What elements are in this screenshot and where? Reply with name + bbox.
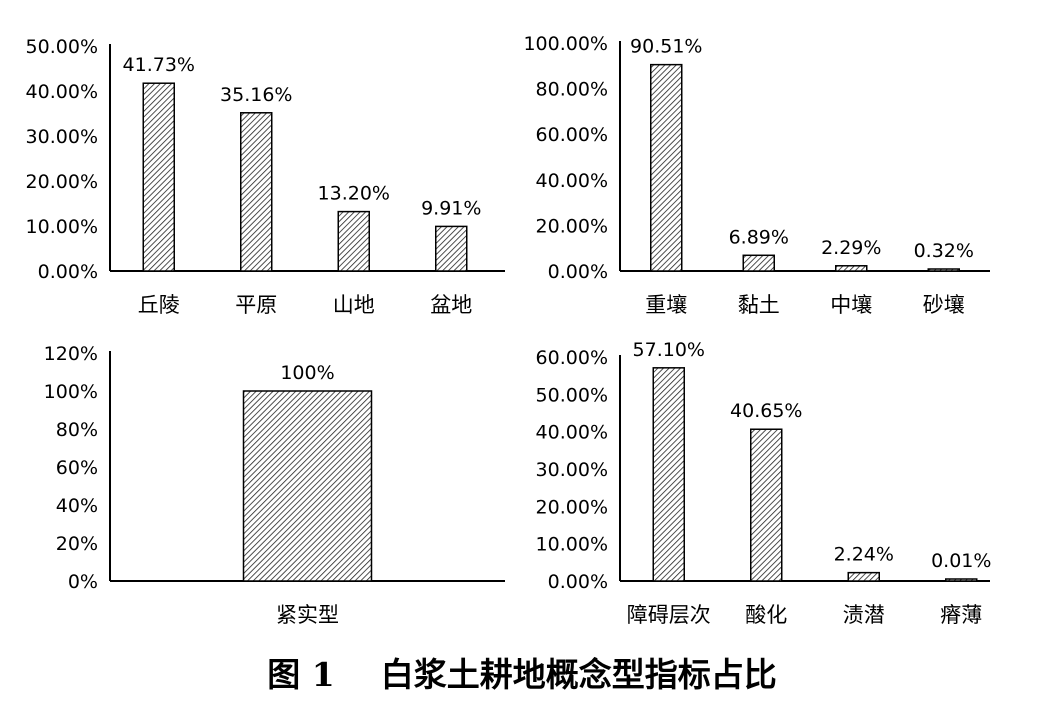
category-label: 酸化 <box>745 603 787 627</box>
y-tick-label: 40% <box>56 495 98 517</box>
category-label: 丘陵 <box>138 293 180 317</box>
y-tick-label: 80% <box>56 419 98 441</box>
bar <box>945 578 978 582</box>
y-tick-label: 0% <box>68 571 98 593</box>
chart-svg: 0.00% 10.00% 20.00% 30.00% 40.00% 50.00% 41.73… <box>26 36 505 317</box>
y-tick-label: 60% <box>56 457 98 479</box>
y-tick-label: 0.00% <box>548 571 608 593</box>
category-label: 瘠薄 <box>940 603 982 627</box>
data-label: 90.51% <box>630 36 702 58</box>
category-label: 重壤 <box>645 293 687 317</box>
y-tick-label: 20.00% <box>536 215 608 237</box>
chart-landform: 0.00% 10.00% 20.00% 30.00% 40.00% 50.00% 41.73… <box>0 0 520 330</box>
y-tick-label: 40.00% <box>26 81 98 103</box>
figure-caption: 图 1 白浆土耕地概念型指标占比 <box>267 655 777 694</box>
category-label: 山地 <box>333 293 375 317</box>
y-tick-label: 30.00% <box>536 459 608 481</box>
data-label: 35.16% <box>220 84 292 106</box>
y-tick-label: 10.00% <box>26 216 98 238</box>
chart-svg: 0.00% 20.00% 40.00% 60.00% 80.00% 100.00% 90.5… <box>523 33 990 317</box>
data-label: 100% <box>280 362 334 384</box>
category-label: 紧实型 <box>276 603 339 627</box>
chart-obstacle-type: 0.00% 10.00% 20.00% 30.00% 40.00% 50.00% 60.00… <box>520 330 1044 630</box>
category-label: 砂壤 <box>923 293 965 317</box>
y-tick-label: 120% <box>44 343 98 365</box>
data-label: 57.10% <box>633 339 705 361</box>
data-label: 40.65% <box>730 400 802 422</box>
category-label: 障碍层次 <box>627 603 711 627</box>
data-label: 0.32% <box>914 240 974 262</box>
bar <box>750 428 783 582</box>
chart-soil-structure: 0% 20% 40% 60% 80% 100% 120% 100% 紧实型 <box>0 330 520 630</box>
bar <box>435 225 468 272</box>
bar <box>650 63 683 272</box>
y-tick-label: 50.00% <box>536 384 608 406</box>
y-tick-label: 40.00% <box>536 170 608 192</box>
data-label: 0.01% <box>931 550 991 572</box>
category-label: 盆地 <box>430 293 472 317</box>
bar <box>847 571 880 582</box>
bar <box>240 112 273 272</box>
bar <box>652 367 685 582</box>
y-tick-label: 20% <box>56 533 98 555</box>
bar <box>242 390 373 582</box>
category-label: 平原 <box>235 293 277 317</box>
y-tick-label: 20.00% <box>26 171 98 193</box>
data-label: 9.91% <box>421 197 481 219</box>
y-tick-label: 100% <box>44 381 98 403</box>
bar <box>927 268 960 272</box>
bar <box>142 82 175 272</box>
data-label: 2.24% <box>834 544 894 566</box>
y-tick-label: 0.00% <box>38 261 98 283</box>
chart-svg: 0.00% 10.00% 20.00% 30.00% 40.00% 50.00% 60.00… <box>536 339 992 627</box>
category-label: 黏土 <box>738 293 780 317</box>
data-label: 6.89% <box>729 226 789 248</box>
y-tick-label: 10.00% <box>536 534 608 556</box>
y-tick-label: 50.00% <box>26 36 98 58</box>
y-tick-label: 100.00% <box>523 33 608 55</box>
chart-soil-texture: 0.00% 20.00% 40.00% 60.00% 80.00% 100.00% 90.5… <box>520 0 1044 330</box>
y-tick-label: 0.00% <box>548 261 608 283</box>
data-label: 2.29% <box>821 237 881 259</box>
y-tick-label: 60.00% <box>536 124 608 146</box>
y-tick-label: 40.00% <box>536 422 608 444</box>
y-tick-label: 60.00% <box>536 347 608 369</box>
y-tick-label: 80.00% <box>536 79 608 101</box>
chart-svg: 0% 20% 40% 60% 80% 100% 120% 100% 紧实型 <box>44 343 505 627</box>
y-tick-label: 20.00% <box>536 496 608 518</box>
bar <box>742 254 775 272</box>
data-label: 13.20% <box>318 183 390 205</box>
category-label: 渍潜 <box>843 603 885 627</box>
bar <box>337 210 370 272</box>
y-tick-label: 30.00% <box>26 126 98 148</box>
bar <box>835 265 868 272</box>
data-label: 41.73% <box>123 54 195 76</box>
category-label: 中壤 <box>830 293 872 317</box>
